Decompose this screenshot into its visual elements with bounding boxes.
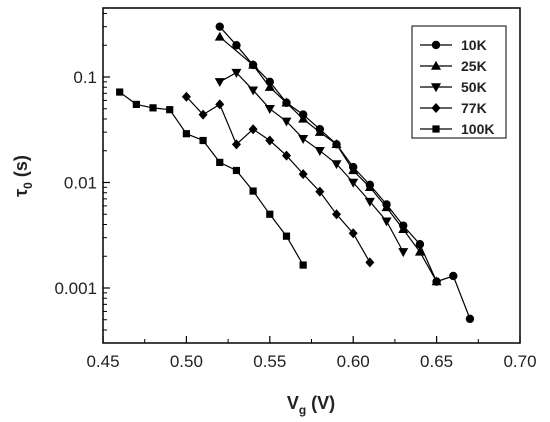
data-point — [199, 136, 207, 145]
data-point — [314, 126, 325, 136]
y-tick-label: 0.01 — [64, 174, 97, 193]
data-point — [232, 166, 241, 175]
data-point — [282, 232, 291, 240]
data-point — [249, 187, 257, 195]
data-point — [198, 109, 208, 120]
data-point — [231, 139, 241, 150]
x-axis-ticks: 0.45 0.50 0.55 0.60 0.65 0.70 — [86, 336, 537, 371]
series-layer — [116, 22, 475, 324]
data-point — [248, 59, 259, 69]
x-tick-label: 0.45 — [86, 352, 119, 371]
x-tick-label: 0.55 — [253, 352, 286, 371]
data-point — [166, 106, 174, 114]
data-point — [298, 135, 309, 144]
data-point — [231, 68, 242, 78]
data-point — [431, 276, 442, 286]
data-point — [298, 169, 308, 180]
series-line — [119, 91, 304, 266]
legend-label: 77K — [461, 100, 487, 116]
series-25k — [214, 31, 442, 286]
data-point — [348, 178, 359, 188]
legend-item-50k: 50K — [420, 79, 487, 95]
data-point — [116, 88, 124, 96]
y-tick-label: 0.1 — [73, 68, 97, 87]
data-point — [298, 113, 309, 123]
data-point — [315, 186, 325, 197]
series-100k — [116, 88, 307, 269]
legend-marker — [432, 125, 440, 133]
legend-item-100k: 100K — [420, 121, 494, 137]
data-point — [248, 86, 259, 96]
data-point — [264, 105, 275, 114]
legend-item-10k: 10K — [420, 37, 487, 53]
data-point — [266, 210, 274, 218]
data-point — [415, 240, 425, 249]
data-point — [348, 165, 359, 175]
series-line — [219, 26, 471, 320]
data-point — [215, 22, 224, 31]
data-point — [216, 158, 224, 167]
x-tick-label: 0.60 — [337, 352, 370, 371]
data-point — [232, 41, 241, 50]
data-point — [332, 209, 342, 220]
x-axis-title: Vg (V) — [287, 393, 335, 417]
legend-label: 100K — [461, 121, 494, 137]
legend-marker — [431, 103, 441, 113]
data-point — [381, 202, 392, 212]
data-point — [348, 228, 358, 239]
data-point — [331, 160, 342, 170]
legend-label: 10K — [461, 37, 487, 53]
data-point — [264, 82, 275, 91]
legend-marker — [431, 83, 441, 93]
data-point — [182, 130, 190, 138]
data-point — [398, 248, 409, 258]
x-tick-label: 0.50 — [170, 352, 203, 371]
series-line — [219, 36, 438, 282]
legend-label: 50K — [461, 79, 487, 95]
data-point — [364, 182, 375, 192]
data-point — [381, 217, 392, 227]
legend-item-25k: 25K — [420, 58, 487, 74]
series-line — [219, 71, 404, 253]
series-line — [185, 96, 371, 263]
data-point — [281, 150, 291, 161]
data-point — [132, 100, 140, 108]
data-point — [398, 224, 409, 234]
data-point — [314, 147, 325, 156]
data-point — [364, 197, 375, 207]
x-tick-label: 0.70 — [503, 352, 536, 371]
legend-marker — [431, 60, 441, 70]
legend-item-77k: 77K — [420, 100, 487, 116]
data-point — [331, 139, 342, 149]
data-point — [214, 31, 225, 41]
data-point — [248, 124, 258, 135]
data-point — [214, 78, 225, 88]
y-axis-ticks: 0.001 0.01 0.1 — [54, 12, 110, 331]
legend-marker — [431, 40, 441, 50]
series-50k — [214, 68, 409, 258]
data-point — [449, 271, 458, 281]
y-tick-label: 0.001 — [54, 279, 97, 298]
data-point — [281, 117, 292, 127]
data-point — [414, 246, 425, 256]
x-tick-label: 0.65 — [420, 352, 453, 371]
data-point — [265, 135, 275, 146]
data-point — [299, 261, 307, 269]
data-point — [181, 91, 191, 102]
legend-label: 25K — [461, 58, 487, 74]
y-axis-title: τ0 (s) — [11, 155, 35, 197]
data-point — [149, 104, 157, 112]
data-point — [281, 97, 292, 107]
data-point — [215, 99, 225, 110]
legend: 10K 25K 50K 77K 100K — [411, 25, 507, 139]
data-point — [365, 257, 375, 268]
series-77k — [181, 91, 375, 268]
data-point — [465, 314, 475, 324]
